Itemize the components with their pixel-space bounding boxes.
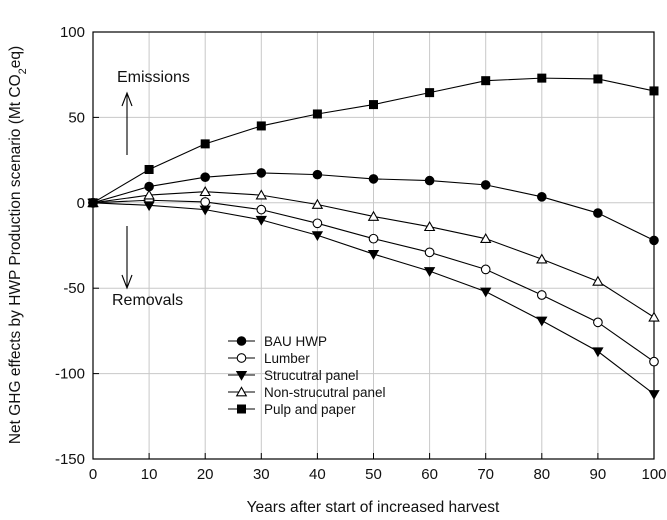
data-point-bau-hwp <box>480 180 491 190</box>
data-point-pulp-and-paper <box>312 109 322 119</box>
data-point-non-strucutral-panel <box>199 185 211 197</box>
data-point-strucutral-panel <box>311 231 324 242</box>
data-point-non-strucutral-panel <box>311 198 324 209</box>
data-point-bau-hwp <box>256 168 267 178</box>
data-point-non-strucutral-panel <box>423 221 436 232</box>
data-point-bau-hwp <box>537 192 547 202</box>
data-point-pulp-and-paper <box>593 74 603 84</box>
x-tick-label: 30 <box>253 466 270 483</box>
y-tick-label: -100 <box>55 366 85 383</box>
data-point-lumber <box>536 290 547 300</box>
legend-label: Pulp and paper <box>264 402 356 417</box>
data-point-pulp-and-paper <box>200 139 210 149</box>
grid <box>93 32 654 459</box>
y-tick-label: 50 <box>68 109 85 126</box>
x-tick-label: 20 <box>197 466 214 483</box>
data-point-lumber <box>256 204 267 215</box>
x-tick-label: 100 <box>641 466 666 483</box>
annotations: Emissions Removals <box>112 69 190 309</box>
y-tick-label: -50 <box>63 280 85 297</box>
legend-item-pulp-and-paper: Pulp and paper <box>228 402 356 417</box>
series-pulp-and-paper <box>88 73 659 208</box>
legend-label: Non-strucutral panel <box>264 385 386 400</box>
x-tick-label: 60 <box>421 466 438 483</box>
data-point-bau-hwp <box>368 174 379 184</box>
data-point-non-strucutral-panel <box>592 275 604 286</box>
legend-marker <box>236 336 247 346</box>
data-point-pulp-and-paper <box>88 198 98 208</box>
y-axis-title-main: Net GHG effects by HWP Production scenar… <box>7 74 24 444</box>
legend-label: Strucutral panel <box>264 368 359 383</box>
x-tick-label: 10 <box>141 466 158 483</box>
removals-annotation: Removals <box>112 292 183 309</box>
up-arrow-icon <box>121 91 133 155</box>
data-point-bau-hwp <box>424 175 435 186</box>
x-tick-label: 40 <box>309 466 326 483</box>
legend: BAU HWP Lumber Strucutral panel Non-strucut… <box>228 334 386 417</box>
x-tick-label: 80 <box>533 466 550 483</box>
data-point-non-strucutral-panel <box>536 253 548 264</box>
data-point-pulp-and-paper <box>144 164 154 174</box>
data-point-non-strucutral-panel <box>479 232 492 244</box>
data-point-non-strucutral-panel <box>143 189 155 200</box>
data-point-bau-hwp <box>312 169 323 180</box>
data-point-strucutral-panel <box>480 287 492 298</box>
data-point-strucutral-panel <box>367 250 380 260</box>
data-point-lumber <box>312 218 323 229</box>
data-point-non-strucutral-panel <box>648 311 660 322</box>
legend-marker <box>236 353 247 363</box>
y-axis-title-subscript: 2 <box>17 68 29 74</box>
x-axis-title: Years after start of increased harvest <box>247 499 500 516</box>
y-axis-title-suffix: eq) <box>7 46 24 68</box>
y-tick-label: -150 <box>55 451 85 468</box>
data-point-lumber <box>424 247 435 258</box>
y-axis-title: Net GHG effects by HWP Production scenar… <box>7 46 29 444</box>
data-point-strucutral-panel <box>255 215 267 226</box>
data-point-bau-hwp <box>593 208 603 218</box>
data-point-strucutral-panel <box>199 205 211 216</box>
data-point-strucutral-panel <box>143 201 155 212</box>
y-tick-label: 100 <box>60 24 85 41</box>
x-tick-label: 0 <box>89 466 97 483</box>
data-point-pulp-and-paper <box>369 100 378 110</box>
data-point-pulp-and-paper <box>256 121 266 131</box>
data-point-non-strucutral-panel <box>255 189 268 200</box>
data-point-strucutral-panel <box>536 316 548 327</box>
legend-marker <box>235 371 248 381</box>
data-point-strucutral-panel <box>648 390 660 400</box>
ticks: 0 10 20 30 40 50 60 70 80 90 100 -150 -100 -50 0 50 100 <box>55 24 667 483</box>
data-point-bau-hwp <box>649 235 659 246</box>
data-point-strucutral-panel <box>423 267 436 277</box>
data-point-lumber <box>649 356 659 367</box>
x-tick-label: 70 <box>477 466 494 483</box>
legend-item-strucutral-panel: Strucutral panel <box>228 368 359 383</box>
series <box>87 73 660 400</box>
y-tick-label: 0 <box>77 195 85 212</box>
data-point-lumber <box>368 233 379 244</box>
data-point-bau-hwp <box>200 172 210 182</box>
down-arrow-icon <box>121 226 133 290</box>
data-point-pulp-and-paper <box>425 88 435 98</box>
legend-item-bau-hwp: BAU HWP <box>228 334 327 349</box>
data-point-lumber <box>200 197 211 207</box>
data-point-pulp-and-paper <box>649 86 659 96</box>
legend-label: Lumber <box>264 351 310 366</box>
data-point-pulp-and-paper <box>481 76 491 86</box>
legend-marker <box>237 404 246 414</box>
data-point-pulp-and-paper <box>537 73 547 83</box>
data-point-lumber <box>593 317 603 328</box>
x-tick-label: 50 <box>365 466 382 483</box>
legend-item-non-strucutral-panel: Non-strucutral panel <box>228 385 386 400</box>
legend-marker <box>235 386 248 397</box>
data-point-lumber <box>480 264 491 275</box>
legend-item-lumber: Lumber <box>228 351 310 366</box>
legend-label: BAU HWP <box>264 334 327 349</box>
emissions-annotation: Emissions <box>117 69 190 86</box>
data-point-strucutral-panel <box>592 347 604 358</box>
data-point-non-strucutral-panel <box>367 210 380 221</box>
x-tick-label: 90 <box>590 466 607 483</box>
